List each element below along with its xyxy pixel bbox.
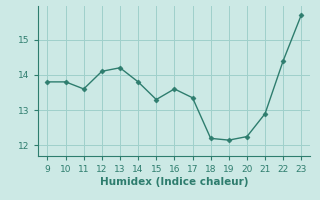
X-axis label: Humidex (Indice chaleur): Humidex (Indice chaleur) — [100, 177, 249, 187]
